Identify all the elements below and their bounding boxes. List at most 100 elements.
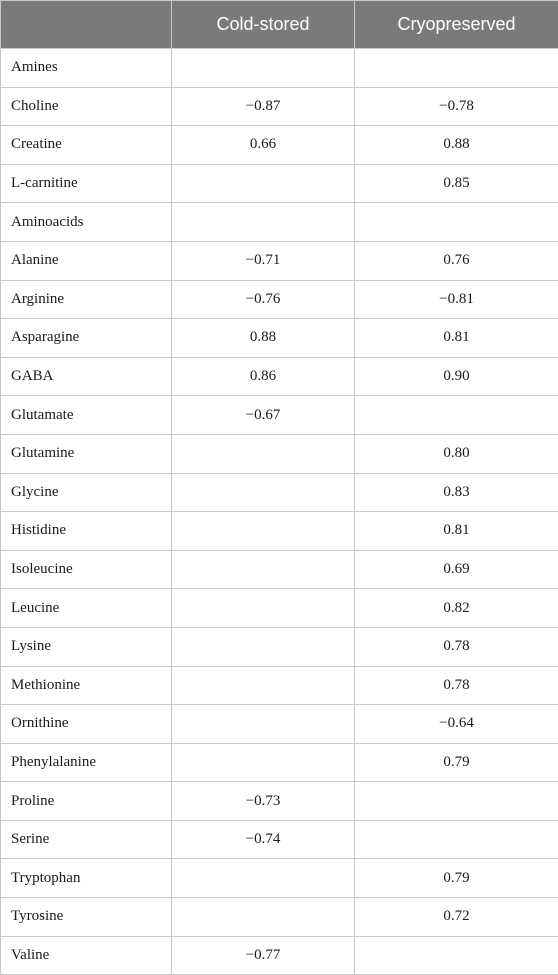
table-row: Choline −0.87 −0.78 [0, 86, 558, 127]
table-row: Arginine −0.76 −0.81 [0, 279, 558, 320]
table-row: Alanine −0.71 0.76 [0, 240, 558, 281]
cold-stored-value-cell: −0.73 [171, 781, 355, 821]
cold-stored-value-cell [171, 588, 355, 628]
cold-stored-value-cell [171, 897, 355, 937]
row-label-cell: Proline [0, 781, 172, 821]
table-row: Valine −0.77 [0, 935, 558, 975]
row-label-cell: Glutamate [0, 395, 172, 435]
row-label-cell: Amines [0, 48, 172, 88]
table-row: Glycine 0.83 [0, 472, 558, 513]
cryopreserved-value-cell: 0.82 [354, 588, 558, 628]
table-row: Glutamate −0.67 [0, 395, 558, 435]
table-row: Proline −0.73 [0, 781, 558, 821]
table-row: Serine −0.74 [0, 819, 558, 860]
cold-stored-value-cell [171, 472, 355, 513]
row-label-cell: Asparagine [0, 318, 172, 358]
table-row: Ornithine −0.64 [0, 704, 558, 744]
cryopreserved-value-cell: 0.76 [354, 240, 558, 281]
row-label-cell: Ornithine [0, 704, 172, 744]
row-label-cell: L-carnitine [0, 163, 172, 204]
cryopreserved-value-cell: 0.69 [354, 549, 558, 590]
cold-stored-value-cell [171, 433, 355, 474]
cold-stored-value-cell: 0.86 [171, 356, 355, 397]
cold-stored-value-cell [171, 742, 355, 783]
row-label-cell: Lysine [0, 626, 172, 667]
table-body: Amines Choline −0.87 −0.78 Creatine 0.66 0.88 L… [0, 48, 558, 975]
cold-stored-value-cell [171, 665, 355, 706]
cold-stored-value-cell: −0.74 [171, 819, 355, 860]
header-row: Cold-stored Cryopreserved [0, 0, 558, 49]
cold-stored-value-cell: −0.87 [171, 86, 355, 127]
table-row: Tryptophan 0.79 [0, 858, 558, 899]
row-label-cell: Histidine [0, 511, 172, 551]
table-row: Histidine 0.81 [0, 511, 558, 551]
cryopreserved-value-cell [354, 781, 558, 821]
cryopreserved-value-cell: 0.85 [354, 163, 558, 204]
cryopreserved-value-cell: 0.78 [354, 626, 558, 667]
row-label-cell: Valine [0, 935, 172, 975]
cryopreserved-value-cell: −0.64 [354, 704, 558, 744]
row-label-cell: GABA [0, 356, 172, 397]
table-row: Leucine 0.82 [0, 588, 558, 628]
cold-stored-value-cell: −0.71 [171, 240, 355, 281]
row-label-cell: Creatine [0, 125, 172, 165]
cold-stored-value-cell [171, 163, 355, 204]
table-row: Aminoacids [0, 202, 558, 242]
table-row: L-carnitine 0.85 [0, 163, 558, 204]
cryopreserved-value-cell [354, 202, 558, 242]
table-row: Tyrosine 0.72 [0, 897, 558, 937]
cryopreserved-value-cell: 0.81 [354, 511, 558, 551]
cryopreserved-value-cell: −0.78 [354, 86, 558, 127]
cold-stored-value-cell [171, 549, 355, 590]
row-label-cell: Alanine [0, 240, 172, 281]
row-label-cell: Aminoacids [0, 202, 172, 242]
row-label-cell: Isoleucine [0, 549, 172, 590]
table-row: Asparagine 0.88 0.81 [0, 318, 558, 358]
row-label-cell: Glycine [0, 472, 172, 513]
row-label-cell: Methionine [0, 665, 172, 706]
cryopreserved-value-cell: 0.88 [354, 125, 558, 165]
cold-stored-value-cell [171, 202, 355, 242]
row-label-cell: Tryptophan [0, 858, 172, 899]
table-row: Glutamine 0.80 [0, 433, 558, 474]
cryopreserved-value-cell [354, 935, 558, 975]
cold-stored-value-cell [171, 858, 355, 899]
row-label-cell: Choline [0, 86, 172, 127]
table-header: Cold-stored Cryopreserved [0, 0, 558, 49]
cryopreserved-value-cell [354, 48, 558, 88]
cold-stored-value-cell [171, 48, 355, 88]
cryopreserved-value-cell: 0.72 [354, 897, 558, 937]
cryopreserved-value-cell: 0.79 [354, 742, 558, 783]
cold-stored-value-cell: −0.76 [171, 279, 355, 320]
table-row: Phenylalanine 0.79 [0, 742, 558, 783]
table-row: Methionine 0.78 [0, 665, 558, 706]
cryopreserved-value-cell: 0.83 [354, 472, 558, 513]
cryopreserved-value-cell [354, 819, 558, 860]
cold-stored-value-cell: −0.77 [171, 935, 355, 975]
cold-stored-value-cell: 0.66 [171, 125, 355, 165]
cryopreserved-value-cell: 0.79 [354, 858, 558, 899]
cold-stored-value-cell [171, 626, 355, 667]
cryopreserved-value-cell: 0.90 [354, 356, 558, 397]
cryopreserved-value-cell: −0.81 [354, 279, 558, 320]
row-label-cell: Leucine [0, 588, 172, 628]
cryopreserved-value-cell: 0.80 [354, 433, 558, 474]
cryopreserved-value-cell: 0.81 [354, 318, 558, 358]
header-cell-cold-stored: Cold-stored [171, 0, 355, 49]
row-label-cell: Phenylalanine [0, 742, 172, 783]
table-row: Isoleucine 0.69 [0, 549, 558, 590]
cold-stored-value-cell: 0.88 [171, 318, 355, 358]
row-label-cell: Arginine [0, 279, 172, 320]
cold-stored-value-cell: −0.67 [171, 395, 355, 435]
row-label-cell: Tyrosine [0, 897, 172, 937]
header-cell-cryopreserved: Cryopreserved [354, 0, 558, 49]
header-cell-blank [0, 0, 172, 49]
cold-stored-value-cell [171, 511, 355, 551]
cryopreserved-value-cell: 0.78 [354, 665, 558, 706]
cold-stored-value-cell [171, 704, 355, 744]
cryopreserved-value-cell [354, 395, 558, 435]
table-row: Amines [0, 48, 558, 88]
row-label-cell: Serine [0, 819, 172, 860]
table-row: Creatine 0.66 0.88 [0, 125, 558, 165]
